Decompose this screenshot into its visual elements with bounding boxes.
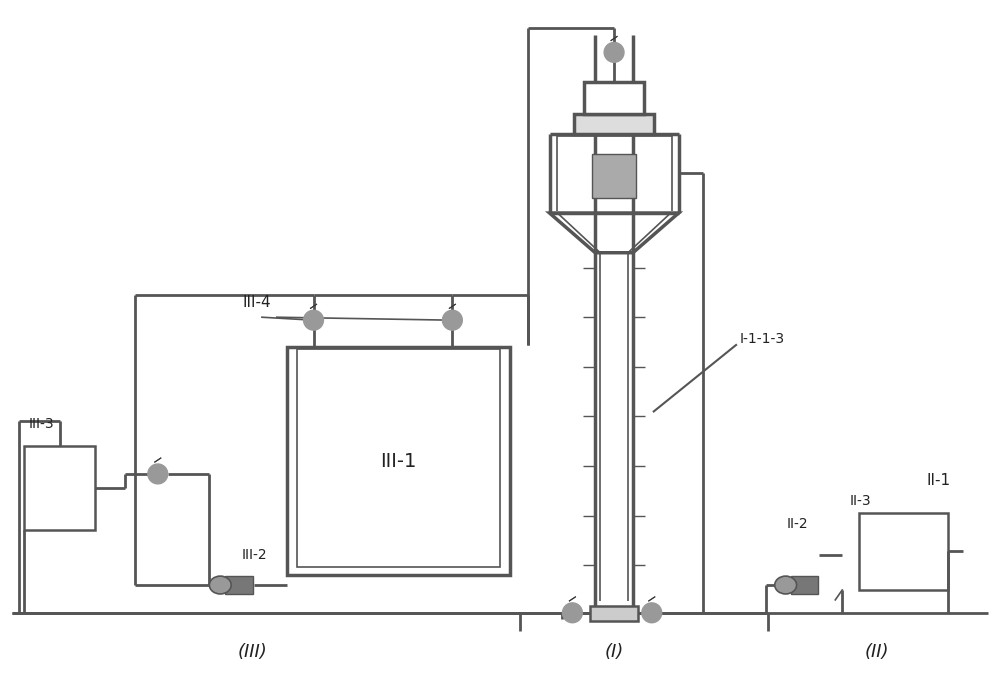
Bar	[24, 446, 95, 530]
Text: III-3: III-3	[29, 417, 54, 431]
Text: (I): (I)	[604, 644, 624, 662]
Bar	[791, 576, 818, 594]
Text: I-1-1-3: I-1-1-3	[740, 332, 785, 346]
Circle shape	[642, 603, 662, 622]
Text: (II): (II)	[865, 644, 889, 662]
Bar	[859, 513, 948, 590]
Ellipse shape	[775, 576, 797, 594]
Text: III-4: III-4	[243, 295, 271, 310]
Text: II-1: II-1	[926, 473, 950, 488]
Text: III-2: III-2	[242, 548, 268, 562]
Bar	[297, 349, 500, 567]
Circle shape	[304, 311, 323, 330]
Text: II-2: II-2	[787, 517, 808, 530]
Circle shape	[562, 603, 582, 622]
Ellipse shape	[209, 576, 231, 594]
Text: (III): (III)	[237, 644, 267, 662]
Bar	[592, 154, 636, 198]
Bar	[287, 347, 510, 575]
Bar	[225, 576, 253, 594]
Text: III-1: III-1	[380, 451, 417, 471]
Circle shape	[604, 43, 624, 63]
Bar	[574, 114, 654, 134]
Bar	[584, 82, 644, 114]
Circle shape	[148, 464, 168, 484]
Text: II-3: II-3	[849, 494, 871, 508]
Bar	[590, 606, 638, 621]
Circle shape	[442, 311, 462, 330]
